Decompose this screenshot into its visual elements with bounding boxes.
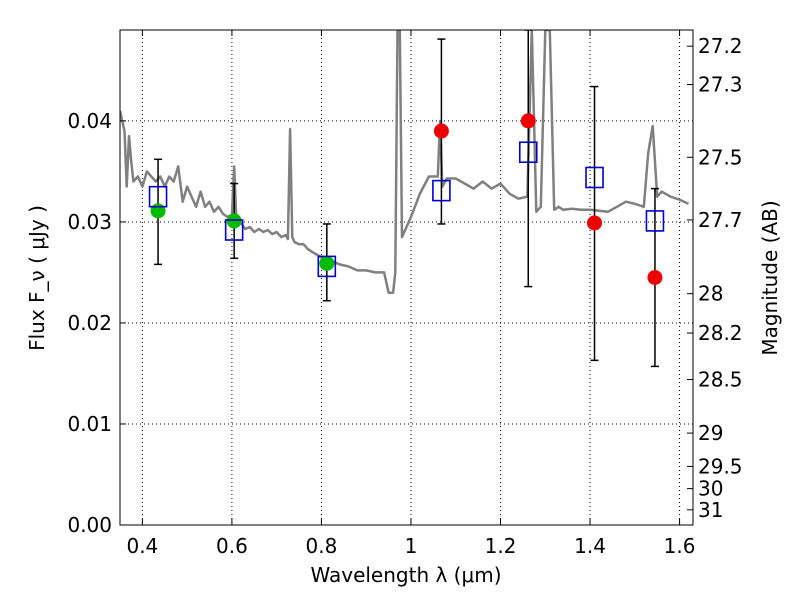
x-tick-label: 1.2 [485,534,517,558]
observed-point-observed_optical [150,203,166,219]
observed-point-observed_optical [226,213,242,229]
observed-point-observed_nir [433,123,449,139]
plot-frame [119,29,694,526]
x-tick-label: 1 [405,534,418,558]
model-photometry-point [518,141,538,164]
y-axis-title: Flux F_ν ( μJy ) [25,205,49,351]
mag-tick-label: 28 [698,282,723,306]
model-photometry-point [148,185,168,208]
model-photometry-point [645,210,665,232]
model-spectrum-line [120,30,690,294]
model-photometry-point [432,179,451,202]
model-photometry-point [585,166,604,189]
x-tick-label: 1.6 [664,534,696,558]
observed-point-observed_nir [520,113,536,129]
y-axis-left: 0.00 0.01 0.02 0.03 0.04 [67,109,126,537]
mag-tick-label: 27.5 [698,145,743,169]
mag-tick-label: 27.3 [698,73,743,97]
mag-tick-label: 30 [698,477,723,501]
y-tick-label: 0.03 [67,210,112,234]
y-tick-label: 0.04 [67,109,112,133]
mag-tick-label: 27.2 [698,34,743,58]
y2-axis-title: Magnitude (AB) [758,200,782,355]
x-axis: 0.4 0.6 0.8 1 1.2 1.4 1.6 [126,30,695,558]
grid-lines [120,30,693,526]
mag-tick-label: 29 [698,421,723,445]
mag-tick-label: 28.5 [698,368,743,392]
mag-tick-label: 31 [698,498,723,522]
x-axis-title: Wavelength λ (μm) [310,563,501,587]
y-tick-label: 0.00 [67,513,112,537]
mag-tick-label: 29.5 [698,454,743,478]
y-tick-label: 0.01 [67,412,112,436]
observed-point-observed_optical [319,255,335,271]
plot-background [120,30,693,525]
y-tick-label: 0.02 [67,311,112,335]
mag-tick-label: 27.7 [698,208,743,232]
x-tick-label: 1.4 [574,534,606,558]
x-tick-label: 0.6 [216,534,248,558]
x-tick-label: 0.8 [306,534,338,558]
model-photometry-point [224,219,244,241]
observed-point-observed_nir [647,270,663,285]
model-photometry-point [317,255,337,278]
observed-point-observed_nir [587,215,603,231]
mag-tick-label: 28.2 [698,321,743,345]
x-tick-label: 0.4 [126,534,158,558]
plot-area [120,30,690,368]
